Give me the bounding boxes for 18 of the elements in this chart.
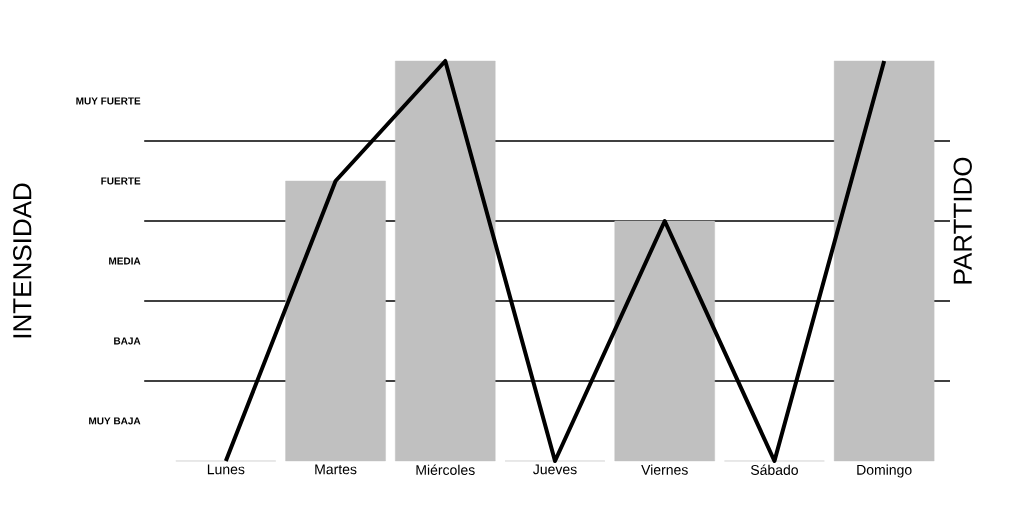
x-tick-label: Martes <box>315 464 357 475</box>
x-tick-label: Domingo <box>857 464 912 478</box>
bar <box>614 220 715 462</box>
x-tick-label: Lunes <box>207 464 245 475</box>
bar <box>395 60 496 462</box>
y-axis-title: INTENSIDAD <box>13 183 32 338</box>
text: MUY FUERTE <box>76 97 141 105</box>
text: MEDIA <box>109 257 141 265</box>
x-tick-label: Miércoles <box>416 464 475 475</box>
bar <box>285 180 386 462</box>
text: MUY BAJA <box>89 417 141 425</box>
y2-axis-title: PARTTIDO <box>953 157 972 284</box>
x-tick-label: Viernes <box>641 464 688 475</box>
x-tick-label: Sábado <box>750 464 798 475</box>
text: FUERTE <box>101 177 141 185</box>
x-tick-label: Jueves <box>533 464 577 475</box>
bar <box>833 60 935 462</box>
text: BAJA <box>114 337 141 345</box>
